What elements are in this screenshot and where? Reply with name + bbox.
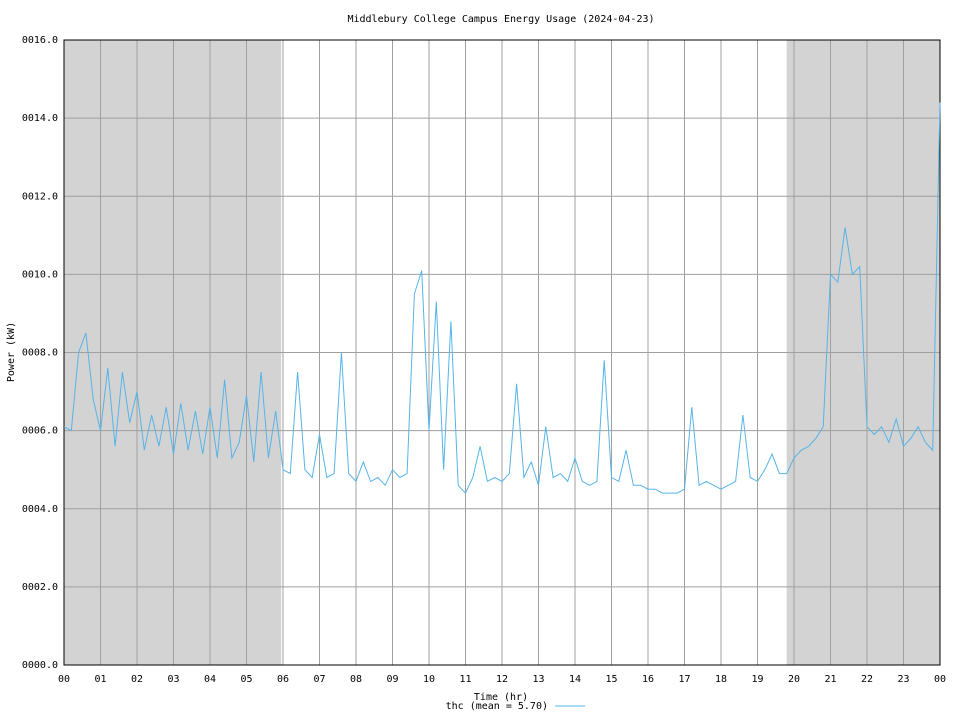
- x-tick-label: 15: [605, 674, 617, 685]
- x-tick-label: 11: [459, 674, 471, 685]
- y-tick-label: 0002.0: [22, 582, 58, 593]
- y-axis-label: Power (kW): [6, 322, 17, 382]
- x-tick-label: 21: [824, 674, 836, 685]
- chart-title: Middlebury College Campus Energy Usage (…: [347, 14, 654, 25]
- legend-label: thc (mean = 5.70): [446, 701, 548, 712]
- x-tick-label: 23: [897, 674, 909, 685]
- x-tick-label: 09: [386, 674, 398, 685]
- x-tick-label: 02: [131, 674, 143, 685]
- x-tick-label: 00: [934, 674, 946, 685]
- x-tick-label: 13: [532, 674, 544, 685]
- y-tick-label: 0000.0: [22, 660, 58, 671]
- y-tick-label: 0010.0: [22, 269, 58, 280]
- x-tick-label: 12: [496, 674, 508, 685]
- x-tick-label: 01: [94, 674, 106, 685]
- plot-frame: [63, 39, 941, 666]
- x-tick-label: 10: [423, 674, 435, 685]
- x-tick-label: 19: [751, 674, 763, 685]
- series-line: [63, 102, 941, 494]
- x-tick-label: 08: [350, 674, 362, 685]
- y-tick-label: 0008.0: [22, 348, 58, 359]
- x-tick-label: 03: [167, 674, 179, 685]
- x-tick-label: 00: [58, 674, 70, 685]
- x-tick-label: 06: [277, 674, 289, 685]
- x-tick-label: 18: [715, 674, 727, 685]
- y-tick-label: 0014.0: [22, 113, 58, 124]
- x-tick-label: 05: [240, 674, 252, 685]
- x-tick-label: 07: [313, 674, 325, 685]
- x-axis-label: Time (hr): [474, 692, 528, 703]
- x-tick-label: 04: [204, 674, 216, 685]
- y-tick-label: 0012.0: [22, 191, 58, 202]
- x-tick-label: 22: [861, 674, 873, 685]
- y-tick-label: 0006.0: [22, 426, 58, 437]
- y-tick-label: 0016.0: [22, 35, 58, 46]
- y-tick-label: 0004.0: [22, 504, 58, 515]
- x-tick-label: 17: [678, 674, 690, 685]
- x-tick-label: 20: [788, 674, 800, 685]
- x-tick-label: 14: [569, 674, 581, 685]
- x-tick-label: 16: [642, 674, 654, 685]
